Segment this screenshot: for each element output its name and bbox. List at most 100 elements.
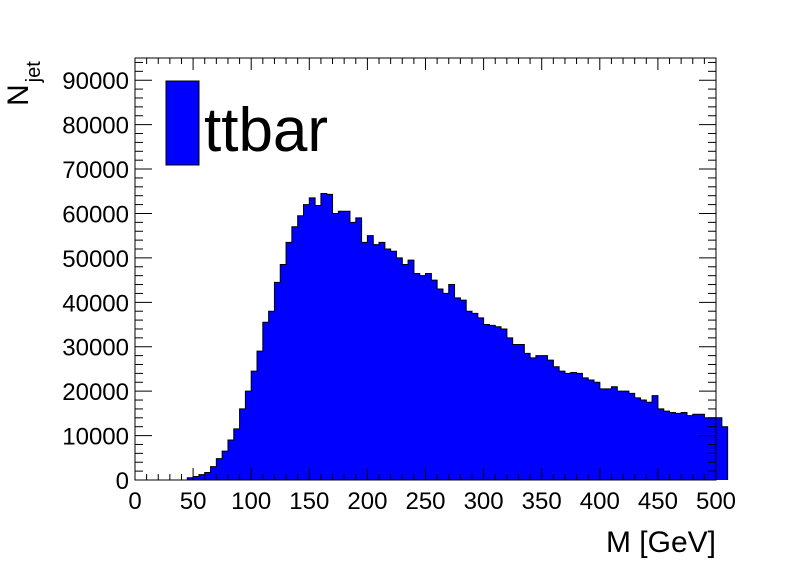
histogram-bar (710, 417, 717, 480)
histogram-bar (501, 328, 508, 480)
histogram-bar (245, 391, 252, 480)
histogram-bar (559, 371, 566, 480)
histogram-bars (135, 192, 729, 481)
histogram-bar (216, 458, 223, 480)
histogram-bar (611, 386, 618, 480)
x-tick-label: 450 (638, 488, 678, 515)
histogram-bar (367, 235, 374, 480)
histogram-bar (239, 408, 246, 480)
histogram-bar (425, 273, 432, 480)
histogram-bar (303, 204, 310, 480)
histogram-bar (576, 373, 583, 480)
histogram-bar (390, 251, 397, 480)
histogram-bar (280, 264, 287, 480)
histogram-bar (471, 313, 479, 480)
histogram-bar (605, 388, 612, 480)
histogram-bar (431, 280, 438, 480)
histogram-bar (675, 413, 682, 480)
histogram-bar (373, 244, 380, 480)
histogram-bar (547, 360, 554, 480)
histogram-bar (291, 226, 299, 480)
y-tick-label: 50000 (62, 246, 129, 273)
histogram-bar (634, 397, 641, 480)
histogram-bar (663, 411, 670, 480)
histogram-bar (315, 205, 322, 480)
axis-ticks (134, 58, 717, 481)
histogram-bar (495, 326, 502, 480)
histogram-bar (222, 451, 229, 480)
histogram-bar (396, 257, 403, 480)
histogram-bar (582, 377, 589, 480)
y-axis-title-main: N (2, 84, 35, 106)
histogram-bar (535, 355, 543, 480)
histogram-bar (332, 213, 339, 480)
histogram-bar (338, 211, 345, 480)
histogram-bar (640, 400, 647, 480)
x-tick-labels: 0 50 100 150 200 250 300 350 400 450 500 (128, 488, 736, 515)
histogram-bar (355, 217, 362, 481)
y-tick-label: 20000 (62, 379, 129, 406)
svg-text:Njet: Njet (2, 61, 45, 106)
histogram-bar (413, 273, 421, 480)
histogram-bar (617, 391, 624, 480)
histogram-bar (344, 211, 351, 480)
x-tick-label: 150 (289, 488, 329, 515)
legend: ttbar (165, 80, 328, 166)
y-tick-label: 0 (116, 468, 129, 495)
histogram-bar (419, 275, 426, 480)
histogram-bar (460, 300, 467, 480)
histogram-bar (541, 355, 548, 480)
histogram-bar (361, 242, 368, 480)
x-tick-label: 500 (696, 488, 736, 515)
x-axis-title: M [GeV] (606, 526, 716, 559)
histogram-bar (448, 284, 455, 480)
histogram-bar (320, 193, 328, 481)
histogram-bar (698, 414, 705, 480)
x-tick-label: 400 (580, 488, 620, 515)
histogram-bar (628, 393, 636, 480)
y-tick-label: 10000 (62, 424, 129, 451)
histogram-bar (553, 366, 560, 480)
histogram-bar (646, 402, 653, 480)
histogram-bar (564, 373, 572, 480)
histogram-bar (686, 415, 694, 480)
histogram-bar (442, 293, 450, 480)
histogram-bar (326, 194, 333, 481)
histogram-bar (187, 477, 194, 480)
y-tick-label: 40000 (62, 290, 129, 317)
histogram-bar (274, 282, 281, 480)
histogram-bar (257, 351, 264, 480)
legend-swatch (165, 80, 200, 166)
x-tick-label: 200 (347, 488, 387, 515)
histogram-bar (268, 311, 275, 480)
histogram-bar (483, 324, 490, 480)
histogram-bar (466, 311, 473, 480)
x-tick-label: 300 (464, 488, 504, 515)
histogram-bar (704, 417, 711, 480)
histogram-bar (384, 249, 392, 480)
histogram-bar (251, 371, 258, 480)
x-tick-label: 50 (180, 488, 207, 515)
y-axis-title-subscript: jet (23, 61, 45, 84)
histogram-outline (135, 192, 729, 481)
histogram-bar (681, 412, 688, 480)
y-tick-label: 80000 (62, 113, 129, 140)
x-tick-label: 0 (128, 488, 141, 515)
histogram-bar (233, 428, 240, 480)
histogram-bar (489, 325, 496, 480)
histogram-bar (297, 215, 304, 480)
histogram-bar (530, 357, 537, 480)
histogram-bar (588, 380, 595, 480)
histogram-bar (193, 476, 200, 480)
histogram-bar (379, 242, 386, 480)
x-tick-label: 350 (522, 488, 562, 515)
histogram-bar (210, 466, 217, 480)
histogram-bar (227, 440, 235, 480)
histogram-bar (477, 317, 484, 480)
histogram-bar (309, 197, 316, 480)
histogram-bar (349, 222, 357, 480)
histogram-bar (262, 322, 270, 480)
histogram-bar (437, 288, 444, 480)
histogram-bar (657, 408, 665, 480)
